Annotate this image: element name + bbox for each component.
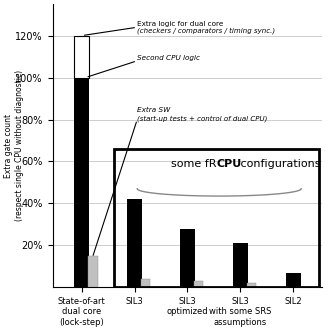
Text: configurations: configurations bbox=[237, 159, 320, 169]
Bar bbox=[233, 243, 248, 287]
Text: (start-up tests + control of dual CPU): (start-up tests + control of dual CPU) bbox=[137, 115, 267, 121]
Text: Extra logic for dual core: Extra logic for dual core bbox=[137, 21, 224, 27]
Text: Second CPU logic: Second CPU logic bbox=[137, 55, 200, 61]
Bar bbox=[88, 256, 98, 287]
Y-axis label: Extra gate count
(respect single CPU without diagnostic): Extra gate count (respect single CPU wit… bbox=[4, 70, 24, 221]
Text: Extra SW: Extra SW bbox=[137, 107, 170, 113]
Bar bbox=[74, 36, 89, 77]
Bar bbox=[127, 199, 142, 287]
Bar bbox=[194, 281, 203, 287]
Text: some fR: some fR bbox=[171, 159, 216, 169]
Bar bbox=[286, 273, 301, 287]
Bar bbox=[74, 77, 89, 287]
Bar bbox=[247, 283, 256, 287]
Bar bbox=[180, 229, 195, 287]
Text: (checkers / comparators / timing sync.): (checkers / comparators / timing sync.) bbox=[137, 27, 275, 33]
Bar bbox=[141, 279, 150, 287]
Text: CPU: CPU bbox=[216, 159, 242, 169]
Bar bbox=[114, 149, 318, 287]
